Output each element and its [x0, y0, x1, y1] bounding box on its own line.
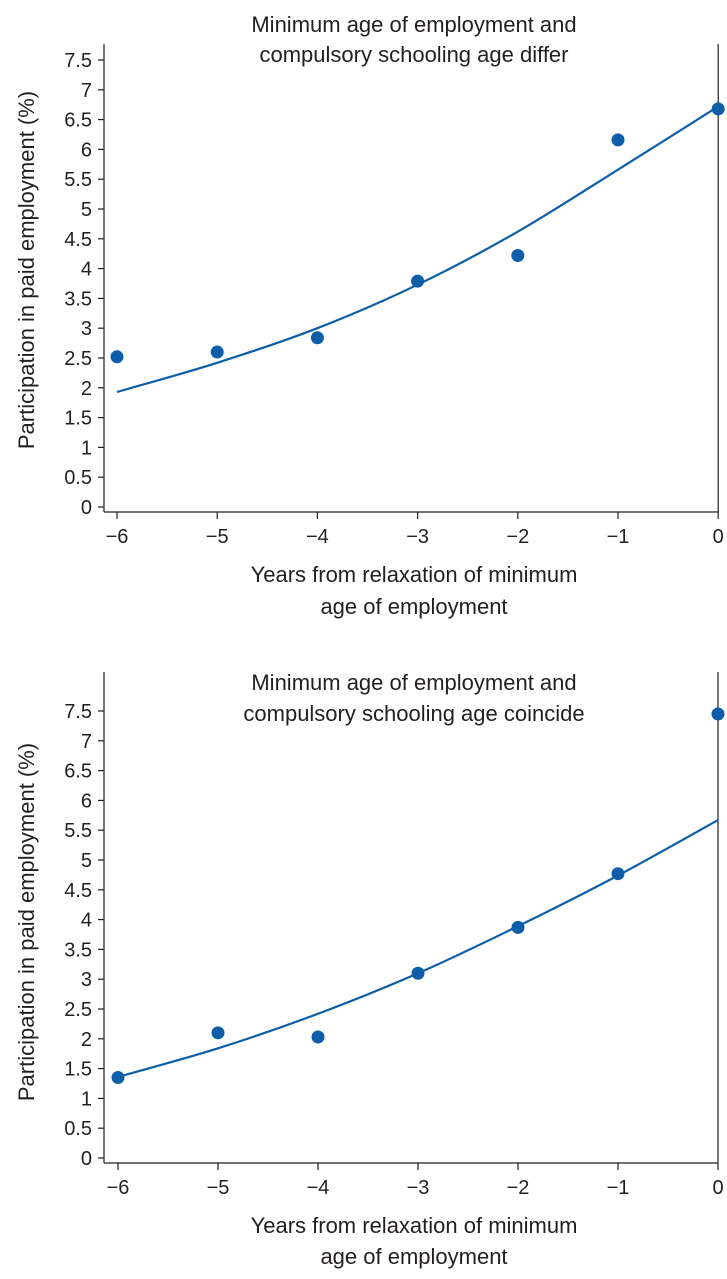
y-tick-label: 2.5: [64, 999, 92, 1021]
y-tick-label: 6.5: [64, 761, 92, 783]
data-point: [111, 1071, 125, 1085]
y-tick-label: 1.5: [64, 408, 92, 430]
data-point: [311, 1030, 325, 1044]
y-tick-label: 3: [81, 969, 92, 991]
data-point: [611, 133, 625, 147]
x-tick-label: −1: [607, 526, 630, 548]
data-point: [711, 102, 725, 116]
chart-title-line-2: compulsory schooling age differ: [260, 42, 569, 67]
data-point: [711, 707, 725, 721]
chart-bottom: Minimum age of employment and compulsory…: [14, 670, 725, 1269]
y-tick-label: 5: [81, 199, 92, 221]
x-axis-label-line-2: age of employment: [320, 594, 507, 619]
y-tick-label: 4: [81, 259, 92, 281]
data-point: [511, 920, 525, 934]
data-point: [310, 331, 324, 345]
x-tick-label: −5: [207, 1177, 230, 1199]
x-tick-label: −1: [607, 1177, 630, 1199]
y-tick-label: 6: [81, 790, 92, 812]
y-tick-label: 3.5: [64, 288, 92, 310]
y-tick-label: 0: [81, 1148, 92, 1170]
y-axis-label: Participation in paid employment (%): [14, 91, 39, 449]
y-tick-label: 4.5: [64, 229, 92, 251]
y-tick-label: 2: [81, 378, 92, 400]
data-point: [210, 345, 224, 359]
y-tick-label: 0.5: [64, 1118, 92, 1140]
chart-title-line-1: Minimum age of employment and: [251, 12, 576, 37]
x-axis-label-line-2: age of employment: [320, 1244, 507, 1269]
x-tick-label: −3: [406, 526, 429, 548]
y-tick-label: 3: [81, 318, 92, 340]
y-tick-label: 7: [81, 731, 92, 753]
y-tick-label: 2: [81, 1029, 92, 1051]
y-axis-label: Participation in paid employment (%): [14, 743, 39, 1101]
data-point: [511, 248, 525, 262]
y-tick-label: 3.5: [64, 939, 92, 961]
x-axis-label-line-1: Years from relaxation of minimum: [251, 562, 578, 587]
x-tick-label: −4: [307, 1177, 330, 1199]
data-point: [611, 867, 625, 881]
x-tick-label: −2: [506, 526, 529, 548]
fitted-trend-line: [117, 819, 719, 1078]
y-tick-label: 7: [81, 80, 92, 102]
x-tick-label: −3: [407, 1177, 430, 1199]
fitted-trend-line: [116, 105, 719, 394]
chart-top: Minimum age of employment and compulsory…: [14, 12, 725, 619]
y-tick-label: 6: [81, 139, 92, 161]
x-tick-label: 0: [713, 526, 724, 548]
data-point: [411, 966, 425, 980]
data-point: [411, 274, 425, 288]
y-tick-label: 0: [81, 497, 92, 519]
y-tick-label: 7.5: [64, 50, 92, 72]
y-tick-label: 0.5: [64, 467, 92, 489]
y-tick-label: 1: [81, 1088, 92, 1110]
x-tick-label: 0: [712, 1177, 723, 1199]
y-tick-label: 1: [81, 437, 92, 459]
data-point: [110, 350, 124, 364]
y-tick-label: 2.5: [64, 348, 92, 370]
x-tick-label: −4: [306, 526, 329, 548]
chart-title-line-2: compulsory schooling age coincide: [243, 701, 584, 726]
y-tick-label: 4: [81, 910, 92, 932]
chart-title-line-1: Minimum age of employment and: [251, 670, 576, 695]
y-tick-label: 4.5: [64, 880, 92, 902]
y-tick-label: 6.5: [64, 110, 92, 132]
y-tick-label: 1.5: [64, 1059, 92, 1081]
x-tick-label: −2: [507, 1177, 530, 1199]
x-tick-label: −5: [206, 526, 229, 548]
y-tick-label: 5: [81, 850, 92, 872]
y-tick-label: 7.5: [64, 701, 92, 723]
y-tick-label: 5.5: [64, 169, 92, 191]
y-tick-label: 5.5: [64, 820, 92, 842]
x-tick-label: −6: [106, 526, 129, 548]
data-point: [211, 1026, 225, 1040]
x-axis-label-line-1: Years from relaxation of minimum: [251, 1213, 578, 1238]
x-tick-label: −6: [107, 1177, 130, 1199]
